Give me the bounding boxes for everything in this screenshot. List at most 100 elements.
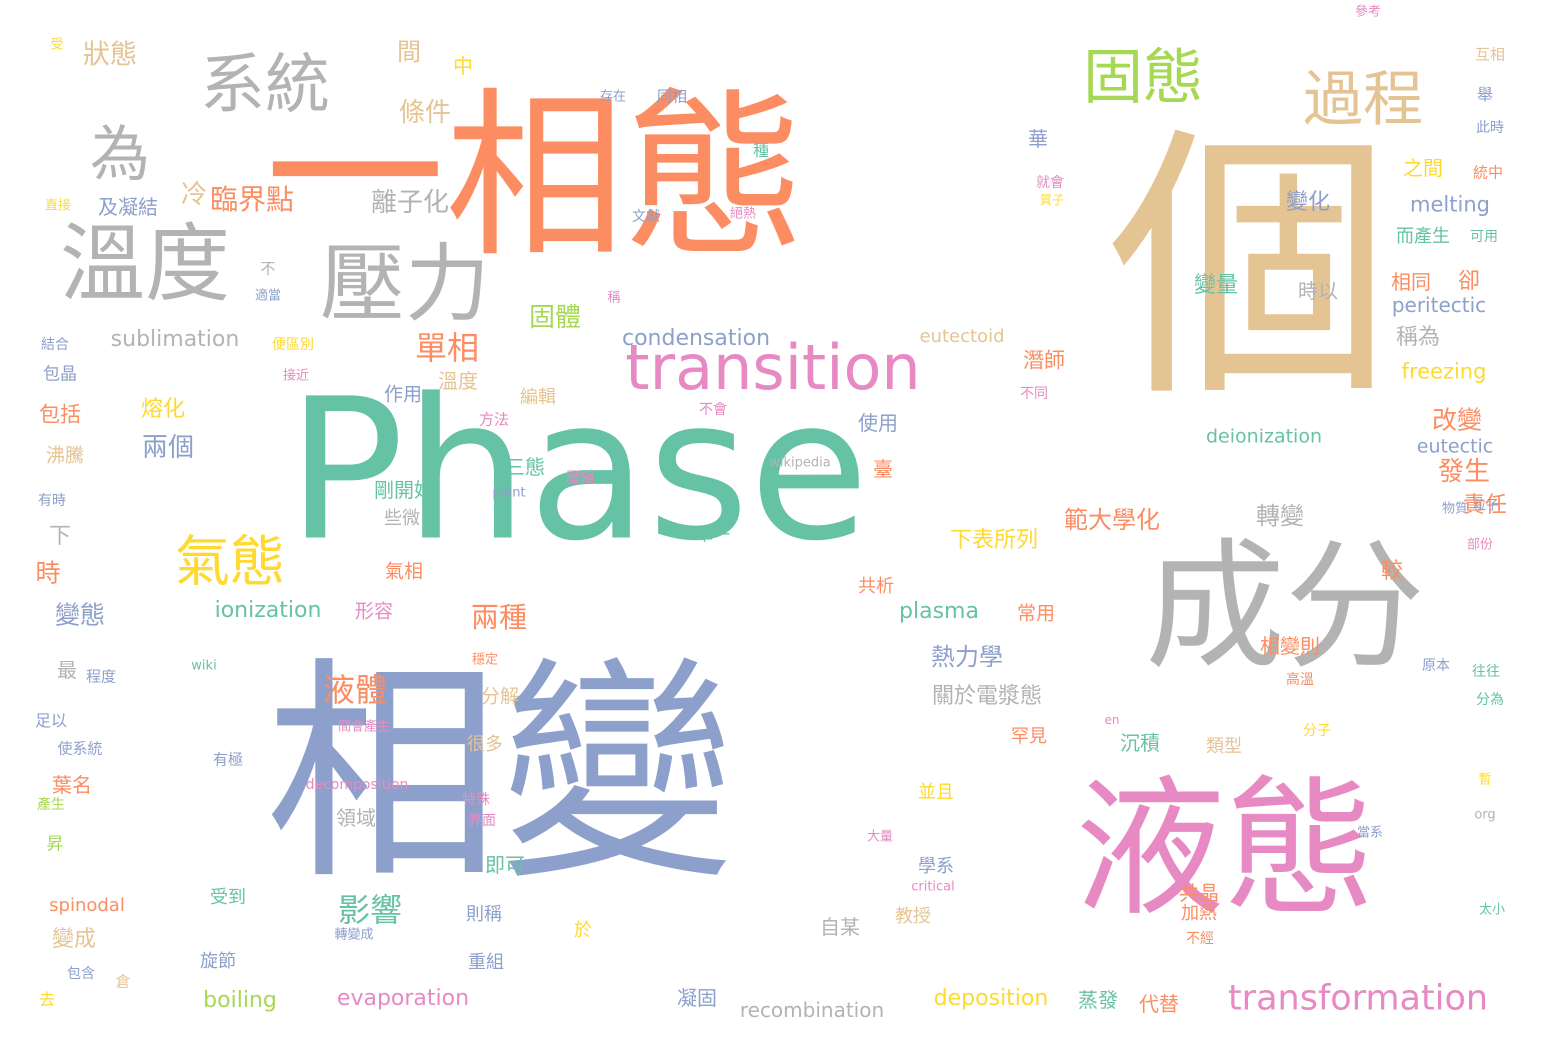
word-20: 條件 [398,98,452,128]
word-91: 不同 [1020,386,1048,402]
word-86: 方法 [478,410,510,429]
word-22: 冷 [180,180,208,210]
word-45: 相變則 [1260,634,1320,658]
word-76: 不 [260,259,276,278]
word-62: 存在 [599,89,627,105]
word-110: 最 [57,658,77,682]
word-104: 部份 [1466,537,1494,553]
word-94: 三態 [505,455,545,479]
word-6: 溫度 [59,215,231,315]
word-61: 同相 [656,87,688,106]
word-17: 狀態 [83,39,137,71]
word-113: 穩定 [471,652,499,668]
word-83: 包括 [39,402,81,427]
word-point: point [492,485,526,501]
word-159: 倉 [115,972,131,991]
word-74: 及凝結 [98,195,158,219]
word-phase: Phase [286,356,870,584]
word-157: 重組 [468,952,504,973]
word-critical: critical [911,879,955,895]
word-2: 一相態 [264,73,806,282]
word-115: 原本 [1422,658,1450,674]
word-127: 類型 [1206,736,1242,757]
word-org: org [1474,807,1496,823]
word-42: 範大學化 [1064,506,1160,534]
word-58: 之間 [1403,156,1443,180]
word-138: 暫 [1478,772,1492,788]
word-68: 統中 [1472,163,1504,182]
word-spinodal: spinodal [49,895,125,916]
word-peritectic: peritectic [1391,293,1487,317]
word-125: 罕見 [1011,726,1047,747]
word-4: 液態 [1074,763,1376,937]
word-98: 臺 [873,457,893,481]
word-60: 種 [752,141,770,160]
word-84: 溫度 [438,369,478,393]
word-128: 很多 [467,734,503,755]
word-8: 系統 [199,47,331,123]
word-140: 昇 [46,834,64,855]
word-89: 使用 [858,411,898,435]
word-15: 液體 [322,671,388,709]
word-evaporation: evaporation [336,986,470,1011]
word-88: 不會 [699,402,727,418]
word-67: 此時 [1476,120,1504,136]
word-142: 學系 [918,856,954,877]
word-124: 分子 [1303,723,1331,739]
word-103: 粒子 [1472,498,1500,514]
word-155: 於 [574,920,592,941]
word-71: 質子 [1039,193,1065,207]
word-55: 卻 [1457,269,1481,294]
word-93: 有時 [38,493,66,509]
word-35: 變態 [54,600,106,630]
word-70: 就會 [1036,175,1064,191]
word-105: 較 [1380,559,1404,584]
word-9: 為 [90,120,150,190]
word-160: 去 [38,990,56,1009]
word-65: 互相 [1474,45,1506,64]
word-117: 高溫 [1286,672,1314,688]
word-114: 分解 [480,685,520,708]
word-44: 關於電漿態 [931,684,1043,709]
word-129: 葉名 [52,773,92,797]
word-18: 間 [397,38,421,66]
word-25: 固體 [528,303,582,333]
word-66: 舉 [1476,85,1494,104]
word-64: 參考 [1354,4,1382,20]
word-54: 相同 [1391,270,1431,294]
word-154: 不經 [1186,931,1214,947]
word-24: 單相 [414,329,480,367]
word-118: 分為 [1476,692,1504,708]
word-ionization: ionization [214,598,322,623]
word-78: 稱 [607,290,621,306]
word-109: 形容 [354,600,394,623]
word-51: 變化 [1285,190,1331,215]
word-52: 變量 [1193,273,1239,298]
word-sublimation: sublimation [110,327,240,352]
word-96: 壓縮 [566,470,594,486]
word-32: 兩種 [470,601,528,634]
word-eutectoid: eutectoid [919,326,1005,347]
word-21: 臨界點 [209,183,295,216]
word-151: 自某 [820,915,860,939]
word-119: 足以 [34,711,68,730]
word-81: 便區別 [272,337,314,353]
word-102: 物質 [1441,501,1469,517]
word-77: 適當 [254,288,282,304]
word-41: 責任 [1462,493,1508,518]
word-149: 變成 [51,927,97,952]
word-146: 則稱 [466,904,502,925]
word-100: 些微 [384,508,420,529]
word-36: 時 [35,558,61,588]
word-melting: melting [1410,192,1490,217]
word-158: 包含 [67,966,95,982]
word-163: 凝固 [677,986,717,1010]
word-90: 潛師 [1023,348,1065,373]
word-122: 間會產生 [337,719,391,735]
word-167: 代替 [1139,992,1179,1016]
word-101: 單一 [696,525,730,546]
word-plasma: plasma [899,599,979,624]
word-130: 產生 [37,797,65,813]
word-boiling: boiling [203,988,277,1013]
word-107: 共析 [858,576,894,597]
